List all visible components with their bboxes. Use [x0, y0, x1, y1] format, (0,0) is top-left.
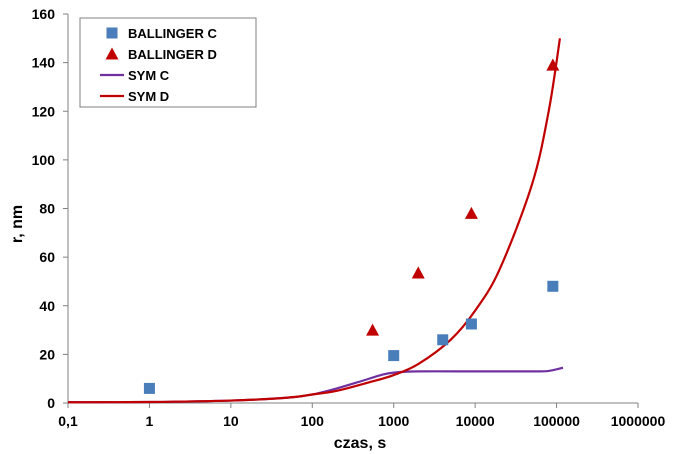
- data-point-ballinger-d: [411, 266, 425, 279]
- legend-swatch-ballinger-c: [106, 27, 118, 39]
- x-tick-label: 10: [223, 413, 239, 429]
- series-line-sym-c: [67, 366, 564, 404]
- y-tick-label: 100: [32, 152, 56, 168]
- x-tick-labels: 0,1 1 10 100 1000 10000 100000 1000000: [58, 413, 665, 429]
- legend-label-ballinger-c: BALLINGER C: [128, 26, 217, 41]
- y-tick-label: 140: [32, 55, 56, 71]
- x-tick-label: 1: [146, 413, 154, 429]
- legend-swatch-ballinger-d: [105, 47, 119, 60]
- series-line-sym-d: [67, 38, 562, 404]
- data-point-ballinger-c: [465, 318, 477, 330]
- data-point-ballinger-d: [366, 323, 380, 336]
- legend-label-sym-d: SYM D: [128, 89, 169, 104]
- x-tick-label: 10000: [456, 413, 495, 429]
- series-markers: [143, 58, 560, 394]
- y-tick-label: 80: [39, 201, 55, 217]
- data-point-ballinger-c: [143, 382, 155, 394]
- legend-label-sym-c: SYM C: [128, 68, 170, 83]
- data-point-ballinger-c: [437, 334, 449, 346]
- x-tick-label: 0,1: [58, 413, 78, 429]
- x-axis-title: czas, s: [334, 435, 387, 452]
- legend-label-ballinger-d: BALLINGER D: [128, 47, 217, 62]
- x-tick-label: 100000: [533, 413, 580, 429]
- data-point-ballinger-d: [464, 206, 478, 219]
- axes: [63, 13, 639, 408]
- legend-box: [79, 17, 257, 108]
- x-tick-label: 100: [301, 413, 325, 429]
- y-tick-label: 0: [47, 395, 55, 411]
- x-tick-label: 1000: [378, 413, 409, 429]
- y-tick-label: 60: [39, 249, 55, 265]
- legend: BALLINGER C BALLINGER D SYM C SYM D: [79, 17, 257, 108]
- y-tick-label: 160: [32, 6, 56, 22]
- x-tick-label: 1000000: [611, 413, 666, 429]
- y-tick-label: 120: [32, 103, 56, 119]
- data-point-ballinger-d: [546, 58, 560, 71]
- data-point-ballinger-c: [547, 280, 559, 292]
- y-tick-label: 20: [39, 346, 55, 362]
- data-point-ballinger-c: [388, 350, 400, 362]
- series-lines: [67, 38, 564, 404]
- y-tick-label: 40: [39, 298, 55, 314]
- y-axis-title: r, nm: [9, 205, 26, 243]
- y-tick-labels: 0 20 40 60 80 100 120 140 160: [32, 6, 56, 411]
